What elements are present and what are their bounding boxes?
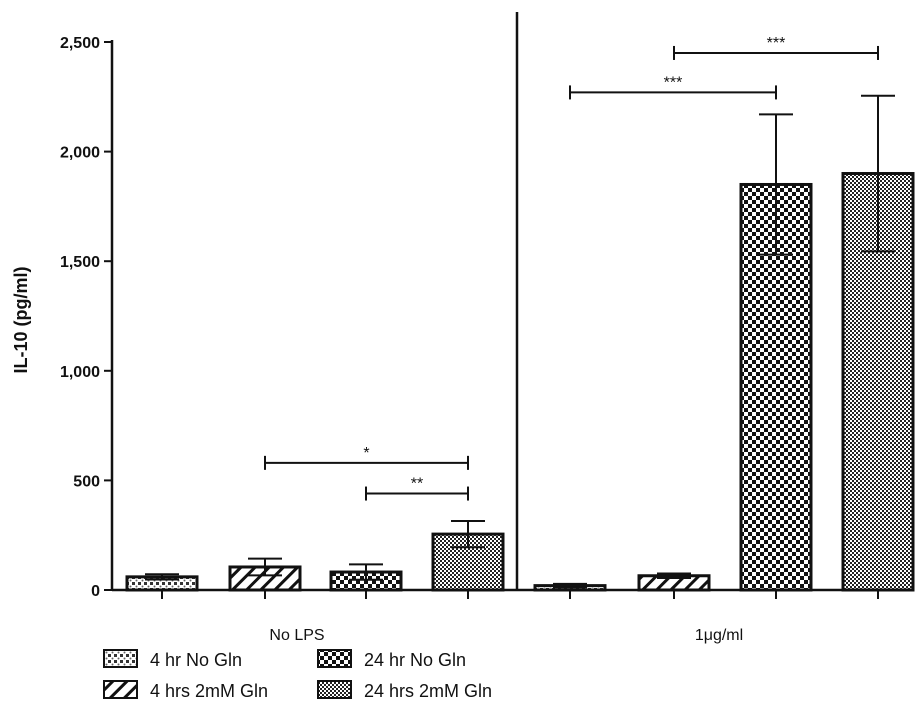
y-axis-label: IL-10 (pg/ml) [11, 266, 31, 373]
y-tick-label: 0 [91, 583, 100, 600]
legend-label: 4 hrs 2mM Gln [150, 681, 268, 701]
group-label: No LPS [269, 627, 324, 644]
significance-label: * [363, 445, 369, 462]
legend: 4 hr No Gln 24 hr No Gln 4 hrs 2mM Gln 24 h… [103, 649, 492, 701]
legend-label: 4 hr No Gln [150, 650, 242, 670]
legend-swatch [103, 680, 138, 699]
significance-label: *** [664, 74, 683, 91]
y-tick-label: 1,500 [60, 254, 100, 271]
legend-label: 24 hrs 2mM Gln [364, 681, 492, 701]
y-tick-label: 1,000 [60, 364, 100, 381]
y-tick-label: 2,000 [60, 145, 100, 162]
significance-label: ** [411, 476, 423, 493]
group-label: 1μg/ml [695, 627, 743, 644]
legend-label: 24 hr No Gln [364, 650, 466, 670]
legend-swatch [103, 649, 138, 668]
significance-label: *** [767, 35, 786, 52]
legend-swatch [317, 680, 352, 699]
y-ticks: 0 500 1,000 1,500 2,000 2,500 [60, 35, 112, 600]
bars [125, 172, 915, 592]
legend-swatch [317, 649, 352, 668]
y-tick-label: 2,500 [60, 35, 100, 52]
significance-brackets: ********* [264, 35, 879, 501]
group-labels: No LPS 1μg/ml [269, 627, 743, 644]
y-tick-label: 500 [73, 473, 100, 490]
error-bars [145, 94, 895, 589]
